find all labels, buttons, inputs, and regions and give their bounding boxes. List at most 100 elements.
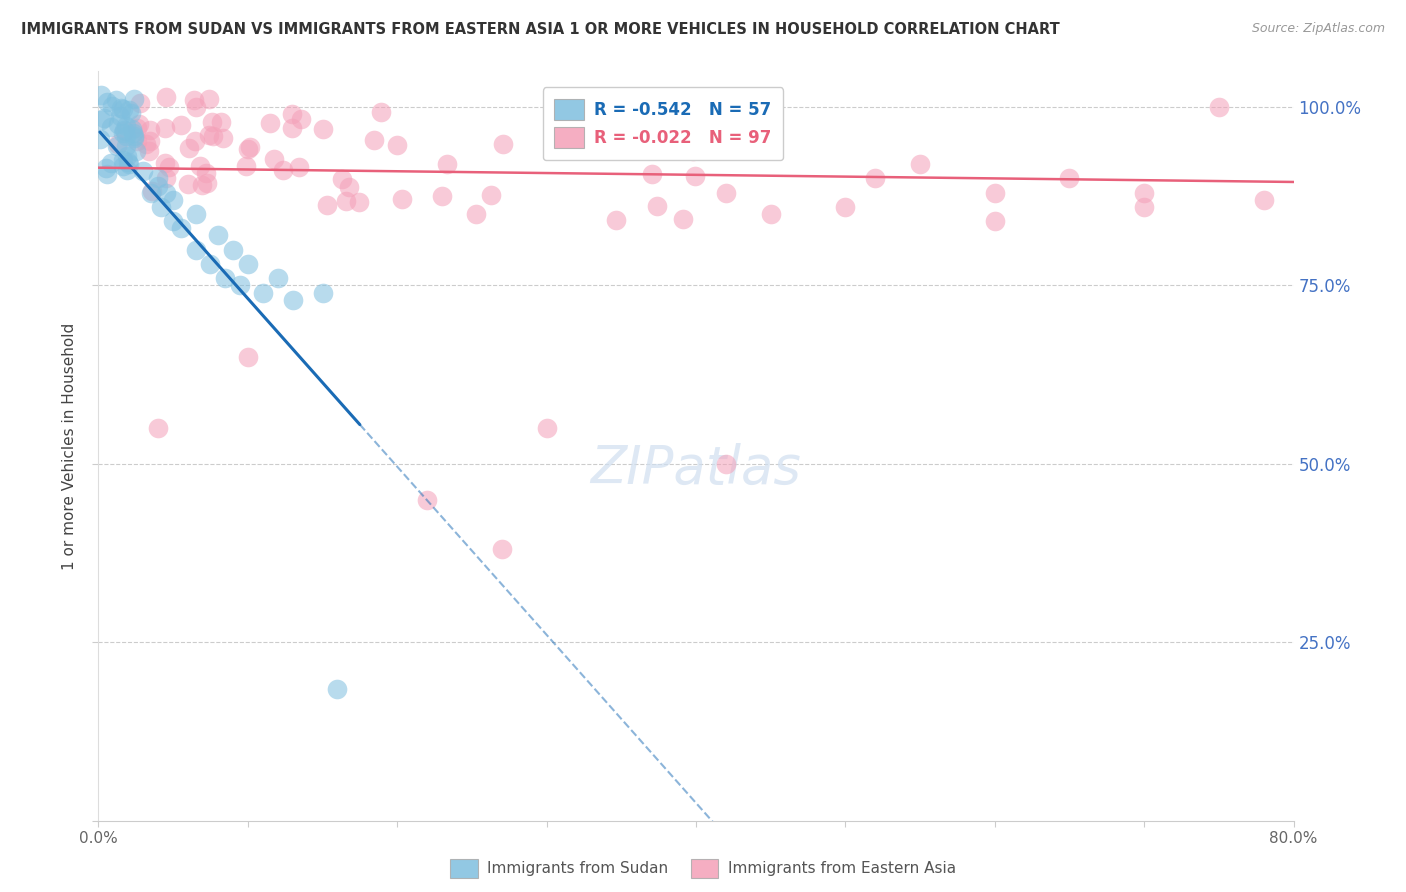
Legend: R = -0.542   N = 57, R = -0.022   N = 97: R = -0.542 N = 57, R = -0.022 N = 97 bbox=[543, 87, 783, 160]
Point bbox=[267, 271, 290, 285]
Point bbox=[312, 122, 335, 136]
Point bbox=[200, 257, 222, 271]
Point bbox=[235, 159, 257, 173]
Text: IMMIGRANTS FROM SUDAN VS IMMIGRANTS FROM EASTERN ASIA 1 OR MORE VEHICLES IN HOUS: IMMIGRANTS FROM SUDAN VS IMMIGRANTS FROM… bbox=[21, 22, 1060, 37]
Point bbox=[641, 167, 664, 181]
Point bbox=[281, 107, 304, 121]
Text: Source: ZipAtlas.com: Source: ZipAtlas.com bbox=[1251, 22, 1385, 36]
Point bbox=[311, 285, 333, 300]
Point bbox=[139, 135, 162, 149]
Point bbox=[188, 159, 211, 173]
Point bbox=[90, 88, 112, 103]
Point bbox=[118, 157, 141, 171]
Point bbox=[135, 136, 157, 151]
Point bbox=[170, 118, 193, 132]
Point bbox=[114, 124, 136, 138]
Point bbox=[682, 144, 704, 158]
Point bbox=[908, 157, 931, 171]
Point bbox=[112, 122, 135, 136]
Point bbox=[110, 109, 132, 123]
Point bbox=[263, 152, 285, 166]
Point bbox=[984, 214, 1007, 228]
Point bbox=[124, 128, 146, 143]
Point bbox=[479, 188, 502, 202]
Point bbox=[197, 92, 219, 106]
Point bbox=[110, 101, 132, 115]
Point bbox=[115, 138, 138, 153]
Point bbox=[759, 207, 782, 221]
Point bbox=[290, 112, 312, 126]
Point bbox=[107, 137, 129, 152]
Point bbox=[316, 198, 339, 212]
Point bbox=[436, 157, 458, 171]
Point bbox=[139, 123, 162, 137]
Point bbox=[184, 134, 207, 148]
Point bbox=[363, 133, 385, 147]
Point bbox=[124, 145, 146, 159]
Point bbox=[288, 160, 311, 174]
Point bbox=[191, 178, 214, 193]
Point bbox=[148, 421, 170, 435]
Point bbox=[148, 171, 170, 186]
Point bbox=[162, 214, 184, 228]
Point bbox=[252, 285, 274, 300]
Point bbox=[430, 189, 453, 203]
Point bbox=[125, 120, 148, 135]
Point bbox=[111, 159, 134, 173]
Point bbox=[112, 102, 135, 116]
Point bbox=[115, 119, 138, 133]
Point bbox=[186, 100, 208, 114]
Point bbox=[984, 186, 1007, 200]
Point bbox=[107, 117, 129, 131]
Point bbox=[865, 171, 887, 186]
Point bbox=[148, 178, 170, 193]
Text: ZIPatlas: ZIPatlas bbox=[591, 442, 801, 494]
Point bbox=[141, 184, 163, 198]
Point bbox=[177, 177, 200, 191]
Point bbox=[122, 126, 145, 140]
Y-axis label: 1 or more Vehicles in Household: 1 or more Vehicles in Household bbox=[62, 322, 77, 570]
Point bbox=[150, 200, 173, 214]
Point bbox=[104, 94, 127, 108]
Point bbox=[201, 128, 224, 143]
Point bbox=[93, 111, 115, 125]
Point bbox=[169, 221, 191, 235]
Point bbox=[229, 278, 252, 293]
Point bbox=[96, 167, 118, 181]
Point bbox=[117, 103, 139, 117]
Point bbox=[195, 176, 218, 190]
Point bbox=[714, 457, 737, 471]
Point bbox=[222, 243, 245, 257]
Point bbox=[195, 166, 218, 180]
Legend: Immigrants from Sudan, Immigrants from Eastern Asia: Immigrants from Sudan, Immigrants from E… bbox=[444, 853, 962, 884]
Point bbox=[96, 95, 118, 109]
Point bbox=[114, 129, 136, 144]
Point bbox=[280, 120, 302, 135]
Point bbox=[177, 141, 200, 155]
Point bbox=[112, 153, 135, 167]
Point bbox=[464, 207, 486, 221]
Point bbox=[391, 192, 413, 206]
Point bbox=[492, 136, 515, 151]
Point bbox=[128, 95, 150, 110]
Point bbox=[332, 172, 354, 186]
Point bbox=[138, 144, 160, 158]
Point bbox=[491, 542, 513, 557]
Point bbox=[184, 243, 207, 257]
Point bbox=[89, 132, 111, 146]
Point bbox=[157, 161, 180, 175]
Point bbox=[271, 162, 294, 177]
Point bbox=[105, 139, 128, 153]
Point bbox=[650, 135, 672, 149]
Point bbox=[198, 128, 221, 142]
Point bbox=[1133, 200, 1156, 214]
Point bbox=[1059, 171, 1081, 186]
Point bbox=[132, 164, 155, 178]
Point bbox=[121, 122, 143, 136]
Point bbox=[112, 126, 135, 140]
Point bbox=[370, 104, 392, 119]
Point bbox=[652, 138, 675, 153]
Point bbox=[212, 130, 235, 145]
Point bbox=[645, 199, 668, 213]
Point bbox=[125, 134, 148, 148]
